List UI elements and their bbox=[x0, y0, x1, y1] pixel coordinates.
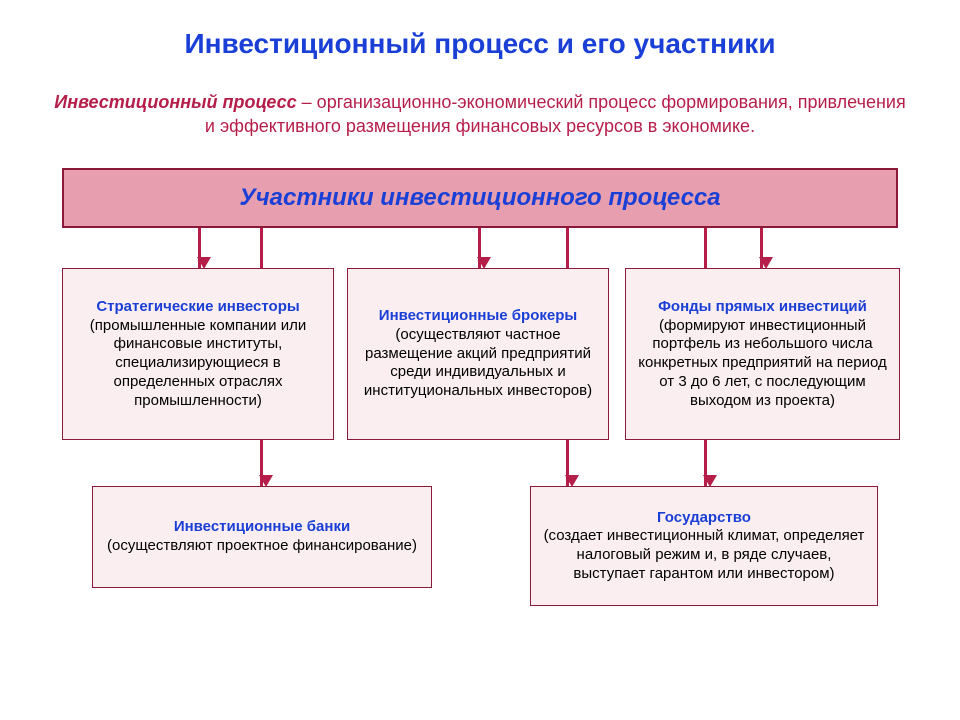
node-strategic-investors: Стратегические инвесторы (промышленные к… bbox=[62, 268, 334, 440]
page-title: Инвестиционный процесс и его участники bbox=[0, 28, 960, 60]
node-body: (осуществляют проектное финансирование) bbox=[107, 537, 417, 556]
node-body: (промышленные компании или финансовые ин… bbox=[71, 317, 325, 411]
node-title: Фонды прямых инвестиций bbox=[658, 298, 867, 317]
node-investment-banks: Инвестиционные банки (осуществляют проек… bbox=[92, 486, 432, 588]
participants-header-box: Участники инвестиционного процесса bbox=[62, 168, 898, 228]
connector-arrow bbox=[478, 228, 481, 268]
definition-text: Инвестиционный процесс – организационно-… bbox=[50, 90, 910, 139]
node-body: (формируют инвестиционный портфель из не… bbox=[634, 317, 891, 411]
node-title: Государство bbox=[657, 509, 751, 528]
node-title: Инвестиционные брокеры bbox=[379, 307, 577, 326]
connector-arrow bbox=[760, 228, 763, 268]
definition-term: Инвестиционный процесс bbox=[54, 92, 296, 112]
node-title: Инвестиционные банки bbox=[174, 518, 350, 537]
node-direct-investment-funds: Фонды прямых инвестиций (формируют инвес… bbox=[625, 268, 900, 440]
node-body: (осуществляют частное размещение акций п… bbox=[356, 326, 600, 401]
connector-arrow bbox=[198, 228, 201, 268]
definition-body: – организационно-экономический процесс ф… bbox=[205, 92, 906, 136]
node-title: Стратегические инвесторы bbox=[96, 298, 299, 317]
node-government: Государство (создает инвестиционный клим… bbox=[530, 486, 878, 606]
node-body: (создает инвестиционный климат, определя… bbox=[539, 527, 869, 583]
node-investment-brokers: Инвестиционные брокеры (осуществляют час… bbox=[347, 268, 609, 440]
